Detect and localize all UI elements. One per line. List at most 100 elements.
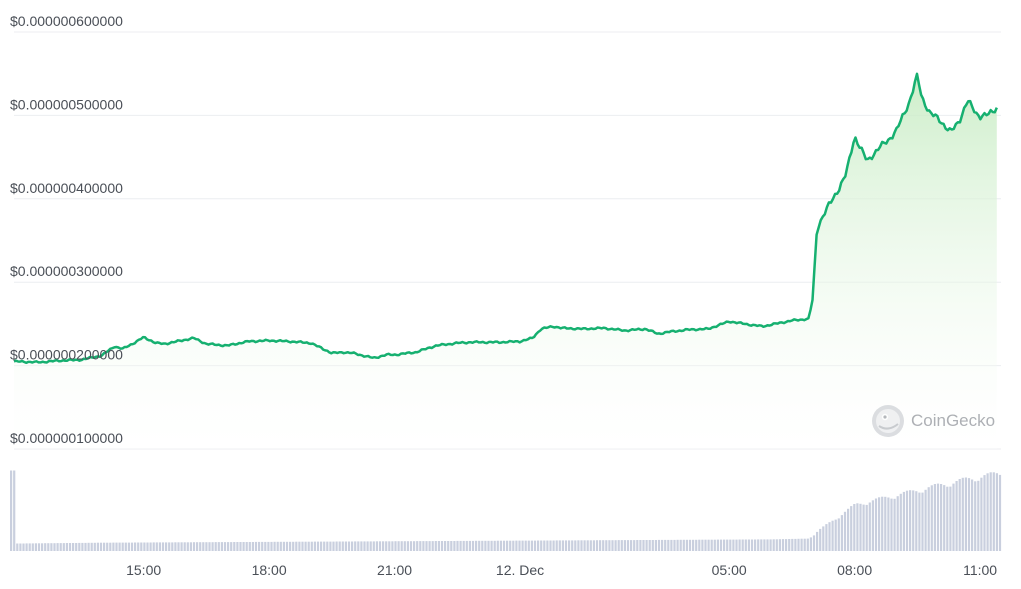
volume-bar (921, 492, 924, 551)
volume-bar (462, 540, 465, 551)
volume-bar (878, 497, 881, 551)
volume-bar (642, 540, 645, 551)
volume-bar (893, 498, 896, 551)
volume-bar (949, 486, 952, 551)
volume-bar (242, 542, 245, 551)
volume-bar (794, 538, 797, 551)
volume-bar (391, 541, 394, 551)
volume-bar (707, 539, 710, 551)
volume-bar (295, 541, 298, 551)
y-tick-label: $0.000000200000 (10, 347, 123, 363)
volume-bar (59, 543, 62, 551)
volume-bar (68, 543, 72, 551)
volume-bar (44, 543, 47, 551)
volume-bar (630, 540, 633, 551)
volume-bar (422, 541, 425, 551)
volume-bar (211, 542, 214, 551)
volume-bar (16, 543, 19, 551)
volume-bar (323, 541, 326, 551)
volume-bar (502, 540, 506, 551)
volume-bar (428, 541, 431, 551)
volume-bar (651, 540, 654, 551)
volume-bar (409, 541, 413, 551)
volume-bar (81, 542, 84, 551)
x-axis-labels: 15:00 18:00 21:00 12. Dec 05:00 08:00 11:00 (126, 562, 997, 578)
volume-bar (264, 541, 267, 551)
volume-bar (183, 542, 186, 551)
volume-bars (10, 470, 1002, 551)
volume-bar (744, 539, 747, 551)
volume-bar (304, 541, 307, 551)
volume-bar (50, 543, 53, 551)
volume-bar (812, 535, 816, 551)
volume-bar (180, 542, 183, 551)
volume-bar (214, 542, 217, 551)
volume-bar (37, 543, 41, 551)
volume-bar (378, 541, 382, 551)
volume-bar (636, 540, 639, 551)
volume-bar (980, 477, 983, 551)
volume-bar (447, 541, 450, 551)
volume-bar (19, 543, 22, 551)
volume-bar (899, 493, 902, 551)
volume-bar (673, 539, 676, 551)
volume-bar (28, 543, 31, 551)
volume-bar (158, 542, 161, 551)
volume-bar (146, 542, 149, 551)
x-tick-label: 15:00 (126, 562, 161, 578)
volume-bar (716, 539, 719, 551)
volume-bar (729, 539, 732, 551)
volume-bar (778, 539, 781, 551)
volume-bar (918, 492, 921, 551)
volume-bar (633, 540, 636, 551)
volume-bar (313, 541, 316, 551)
x-tick-label: 21:00 (377, 562, 412, 578)
volume-bar (847, 508, 850, 551)
volume-bar (450, 541, 453, 551)
volume-bar (403, 541, 406, 551)
volume-bar (53, 543, 56, 551)
volume-bar (726, 539, 729, 551)
volume-bar (310, 541, 313, 551)
volume-bar (822, 526, 825, 551)
volume-bar (623, 540, 626, 551)
volume-bar (605, 540, 608, 551)
volume-bar (360, 541, 363, 551)
volume-bar (171, 542, 174, 551)
volume-bar (763, 539, 766, 551)
gecko-logo-icon (872, 405, 904, 437)
volume-bar (862, 504, 865, 551)
volume-bar (682, 539, 685, 551)
volume-bar (509, 540, 512, 551)
volume-bar (580, 540, 583, 551)
volume-bar (527, 540, 530, 551)
volume-bar (72, 543, 75, 551)
volume-bar (347, 541, 351, 551)
volume-bar (130, 542, 134, 551)
volume-bar (971, 479, 974, 551)
volume-bar (124, 542, 127, 551)
volume-bar (121, 542, 124, 551)
volume-bar (741, 539, 744, 551)
volume-bar (930, 485, 933, 551)
volume-bar (735, 539, 738, 551)
volume-bar (967, 478, 971, 551)
volume-bar (282, 541, 285, 551)
volume-bar (589, 540, 592, 551)
volume-bar (192, 542, 196, 551)
volume-bar (413, 541, 416, 551)
volume-bar (701, 539, 704, 551)
volume-bar (230, 542, 233, 551)
volume-bar (506, 540, 509, 551)
volume-bar (152, 542, 155, 551)
volume-bar (766, 539, 769, 551)
volume-bar (199, 542, 202, 551)
volume-bar (571, 540, 574, 551)
volume-bar (444, 541, 447, 551)
volume-bar (236, 542, 239, 551)
volume-bar (998, 474, 1002, 551)
volume-bar (512, 540, 515, 551)
volume-bar (943, 485, 946, 551)
volume-bar (375, 541, 378, 551)
volume-bar (484, 540, 487, 551)
